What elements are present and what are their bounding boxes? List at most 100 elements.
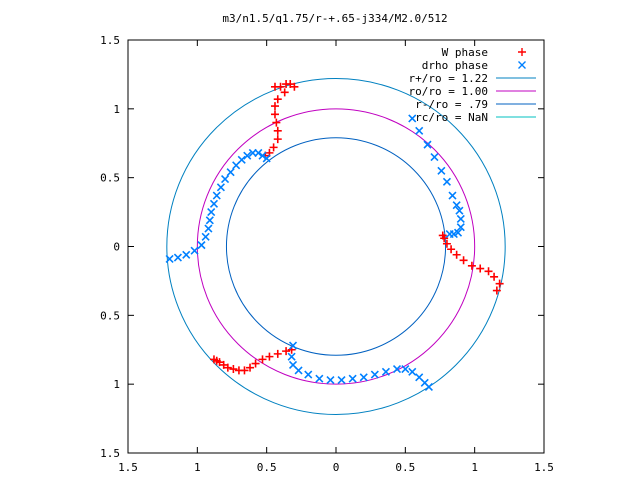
w-phase-point xyxy=(273,349,282,358)
drho-phase-point xyxy=(381,367,390,376)
drho-phase-point xyxy=(408,367,417,376)
drho-phase-point xyxy=(226,168,235,177)
w-phase-point xyxy=(209,355,218,364)
drho-phase-point xyxy=(258,151,267,160)
drho-phase-point xyxy=(442,177,451,186)
drho-phase-point xyxy=(408,114,417,123)
w-phase-point xyxy=(276,82,285,91)
w-phase-point xyxy=(282,347,291,356)
drho-phase-point xyxy=(201,232,210,241)
drho-phase-point xyxy=(370,370,379,379)
w-phase-point xyxy=(272,118,281,127)
w-phase-point xyxy=(234,366,243,375)
series-points xyxy=(165,80,504,391)
drho-phase-point xyxy=(294,366,303,375)
drho-phase-point xyxy=(287,352,296,361)
drho-phase-point xyxy=(337,375,346,385)
drho-phase-point xyxy=(304,370,313,379)
w-phase-point xyxy=(251,359,260,368)
y-tick-label: 1.5 xyxy=(100,34,120,47)
drho-phase-point xyxy=(359,373,368,382)
chart-title: m3/n1.5/q1.75/r-+.65-j334/M2.0/512 xyxy=(222,12,447,25)
drho-phase-point xyxy=(326,375,335,385)
drho-phase-point xyxy=(205,216,214,225)
drho-phase-point xyxy=(456,223,465,232)
drho-phase-point xyxy=(430,152,439,162)
y-tick-label: 1 xyxy=(113,103,120,116)
w-phase-point xyxy=(270,110,279,119)
radius-circles xyxy=(166,78,506,415)
drho-phase-point xyxy=(401,364,410,374)
x-tick-label: 1 xyxy=(194,461,201,474)
y-tick-label: 1 xyxy=(113,378,120,391)
w-phase-point xyxy=(492,286,501,295)
w-phase-point xyxy=(223,363,232,372)
y-tick-label: 0.5 xyxy=(100,172,120,185)
w-phase-point xyxy=(490,272,499,281)
legend-label: rc/ro = NaN xyxy=(415,111,488,124)
w-phase-point xyxy=(280,88,289,97)
drho-phase-point xyxy=(392,364,402,374)
w-phase-point xyxy=(442,239,451,248)
w-phase-point xyxy=(484,267,493,276)
drho-phase-point xyxy=(348,374,357,383)
drho-phase-point xyxy=(437,166,446,175)
w-phase-point xyxy=(270,102,279,111)
x-tick-label: 0.5 xyxy=(257,461,277,474)
w-phase-point xyxy=(229,365,238,374)
w-phase-point xyxy=(246,363,255,372)
legend-label: r-/ro = .79 xyxy=(415,98,488,111)
w-phase-point xyxy=(290,82,299,91)
drho-phase-point xyxy=(165,254,174,263)
drho-phase-point xyxy=(455,206,464,215)
drho-phase-point xyxy=(204,224,213,233)
drho-phase-point xyxy=(248,148,257,157)
drho-phase-point xyxy=(445,230,454,239)
drho-phase-point xyxy=(190,246,199,255)
drho-phase-point xyxy=(448,191,457,200)
drho-phase-point xyxy=(423,140,432,149)
axis-ticks: 1.5 1 0.5 0 0.5 1 1.51.510.500.511.5 xyxy=(100,34,554,474)
drho-phase-point xyxy=(197,241,206,250)
w-phase-point xyxy=(495,279,504,288)
drho-phase-point xyxy=(182,250,191,259)
w-phase-point xyxy=(273,126,282,135)
drho-phase-point xyxy=(173,253,182,262)
w-phase-point xyxy=(219,360,228,369)
x-tick-label: 1 xyxy=(471,461,478,474)
x-tick-label: 0 xyxy=(333,461,340,474)
drho-phase-point xyxy=(216,183,225,192)
x-tick-label: 1.5 xyxy=(118,461,138,474)
drho-phase-point xyxy=(315,374,324,383)
y-tick-label: 0.5 xyxy=(100,309,120,322)
drho-phase-point xyxy=(415,126,424,135)
drho-phase-point xyxy=(424,382,433,391)
drho-phase-point xyxy=(212,191,221,200)
drho-phase-point xyxy=(262,154,271,163)
drho-phase-point xyxy=(207,208,216,217)
w-phase-point xyxy=(467,261,476,270)
w-phase-point xyxy=(269,143,278,152)
circle-r-/ro = .79 xyxy=(225,137,447,356)
w-phase-point xyxy=(438,231,447,240)
legend-marker xyxy=(518,61,526,69)
drho-phase-point xyxy=(221,174,230,184)
legend-label: W phase xyxy=(442,46,488,59)
circle-ro/ro = 1.00 xyxy=(196,108,476,385)
legend-label: ro/ro = 1.00 xyxy=(409,85,488,98)
w-phase-point xyxy=(476,264,485,273)
w-phase-point xyxy=(273,95,282,104)
y-tick-label: 0 xyxy=(113,241,120,254)
w-phase-point xyxy=(286,80,295,89)
w-phase-point xyxy=(452,250,461,259)
x-tick-label: 1.5 xyxy=(534,461,554,474)
circle-r+/ro = 1.22 xyxy=(166,78,506,415)
legend-label: r+/ro = 1.22 xyxy=(409,72,488,85)
w-phase-point xyxy=(447,245,456,254)
drho-phase-point xyxy=(452,201,461,210)
legend-label: drho phase xyxy=(422,59,488,72)
drho-phase-point xyxy=(456,214,465,224)
drho-phase-point xyxy=(243,151,252,160)
